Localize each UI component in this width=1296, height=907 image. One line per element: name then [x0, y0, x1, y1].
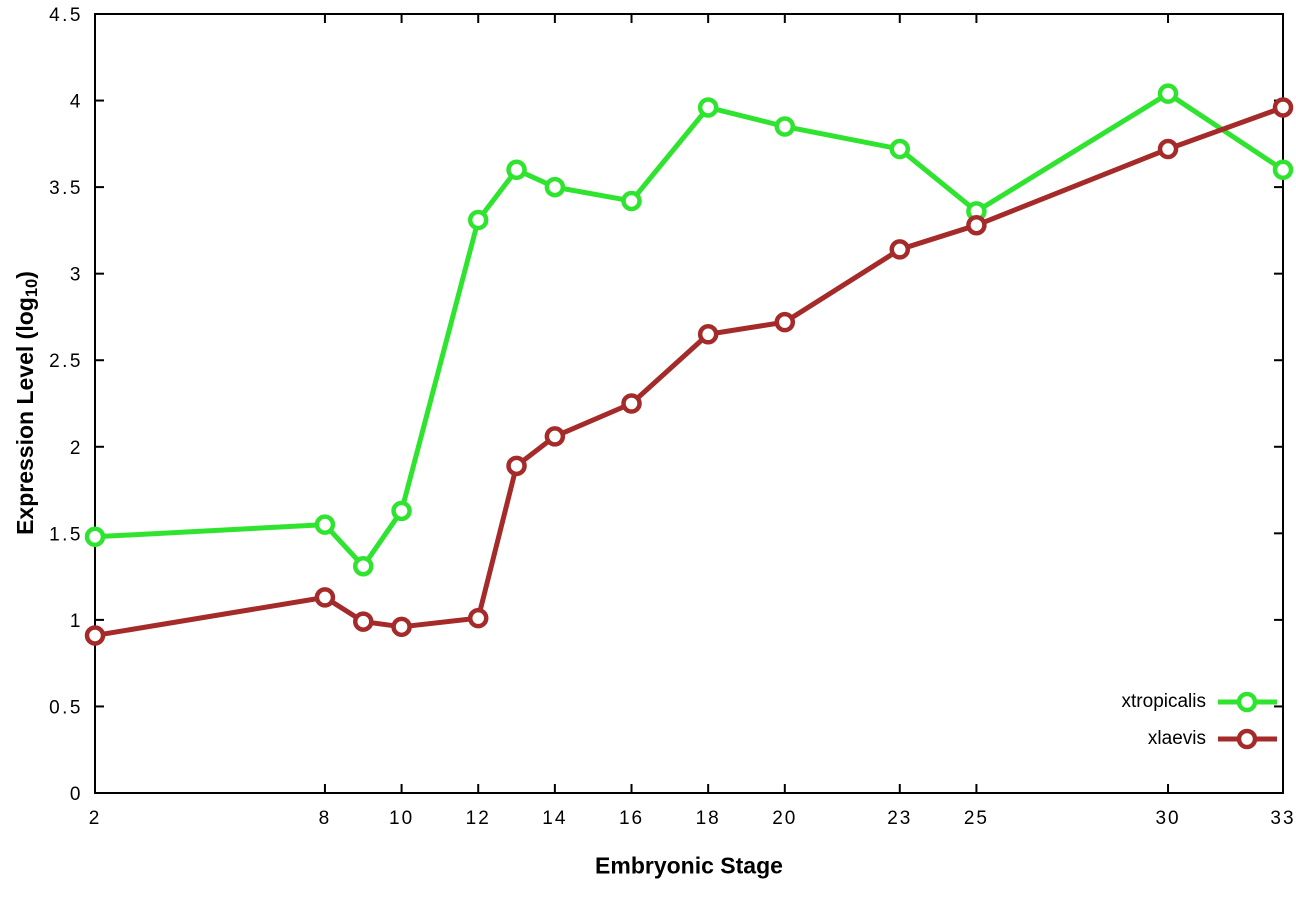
x-axis-title: Embryonic Stage [595, 852, 783, 879]
series-markers-xtropicalis [84, 83, 1294, 577]
svg-text:30: 30 [1155, 808, 1180, 829]
svg-text:1: 1 [70, 611, 83, 632]
svg-text:2: 2 [89, 808, 102, 829]
series-line-xtropicalis [92, 91, 1286, 569]
y-axis-title-suffix: ) [11, 271, 38, 279]
svg-text:4.5: 4.5 [49, 5, 83, 26]
plot-border [94, 13, 1284, 794]
svg-text:23: 23 [887, 808, 912, 829]
svg-text:16: 16 [619, 808, 644, 829]
svg-text:18: 18 [696, 808, 721, 829]
legend-sample-xtropicalis [1218, 691, 1277, 713]
series-markers-xlaevis [84, 97, 1294, 646]
svg-text:0.5: 0.5 [49, 697, 83, 718]
svg-text:4: 4 [70, 92, 83, 113]
x-tick-labels: 2 8 10 12 14 16 18 20 23 25 30 33 [89, 808, 1295, 829]
y-axis-title-text: Expression Level (log [11, 297, 38, 535]
svg-text:33: 33 [1270, 808, 1295, 829]
svg-text:12: 12 [466, 808, 491, 829]
svg-text:3.5: 3.5 [49, 178, 83, 199]
legend-item-xlaevis: xlaevis [1122, 728, 1280, 750]
svg-text:1.5: 1.5 [49, 524, 83, 545]
legend-label-xtropicalis: xtropicalis [1121, 691, 1206, 712]
legend: xtropicalis xlaevis [1122, 691, 1280, 765]
legend-item-xtropicalis: xtropicalis [1122, 691, 1280, 713]
y-axis-title-subscript: 10 [22, 278, 42, 298]
svg-text:2: 2 [70, 438, 83, 459]
legend-label-xlaevis: xlaevis [1147, 728, 1206, 749]
svg-text:20: 20 [772, 808, 797, 829]
axis-ticks [94, 13, 1284, 794]
svg-text:10: 10 [389, 808, 414, 829]
svg-text:25: 25 [964, 808, 989, 829]
series-line-xlaevis [92, 104, 1286, 638]
svg-text:3: 3 [70, 265, 83, 286]
svg-text:14: 14 [542, 808, 567, 829]
y-axis-title: Expression Level (log10) [12, 271, 42, 535]
y-tick-labels: 0 0.5 1 1.5 2 2.5 3 3.5 4 4.5 [49, 5, 83, 805]
svg-text:0: 0 [70, 784, 83, 805]
legend-sample-xlaevis [1218, 728, 1277, 750]
svg-text:2.5: 2.5 [49, 351, 83, 372]
svg-text:8: 8 [319, 808, 332, 829]
